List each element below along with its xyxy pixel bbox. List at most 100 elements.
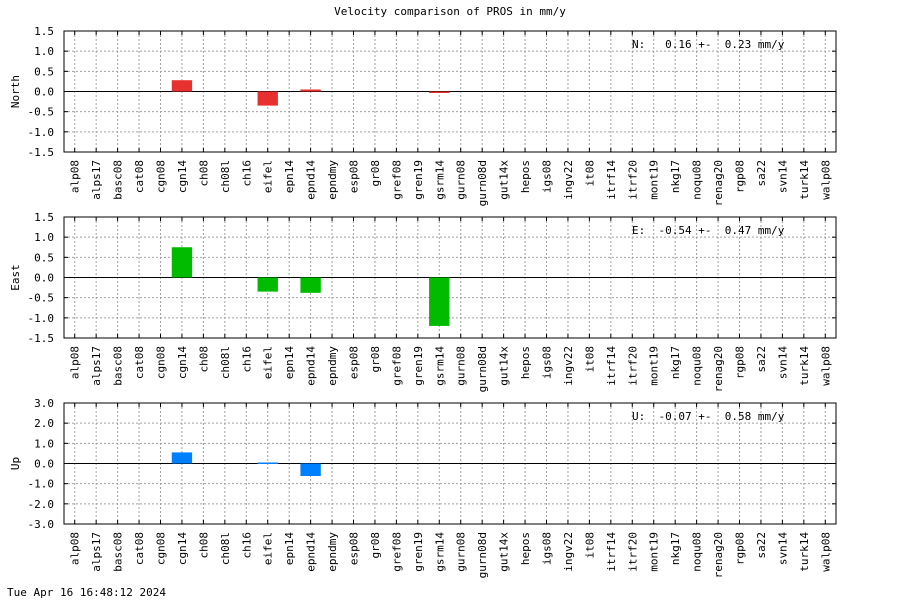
x-tick-label: igs08 [541, 532, 554, 565]
bar [171, 80, 193, 92]
x-tick-label: sa22 [755, 160, 768, 187]
x-tick-label: walp08 [819, 160, 832, 200]
y-tick-label: 0.0 [34, 458, 54, 471]
x-tick-label: gren19 [412, 532, 425, 572]
x-tick-label: esp08 [348, 346, 361, 379]
x-tick-label: ch08 [197, 346, 210, 373]
x-tick-label: ch08l [219, 346, 232, 379]
y-tick-label: 0.0 [34, 272, 54, 285]
x-tick-label: itrf14 [605, 346, 618, 386]
x-tick-label: noqu08 [691, 532, 704, 572]
x-tick-label: esp08 [348, 532, 361, 565]
y-tick-label: -1.0 [28, 126, 55, 139]
x-tick-label: walp08 [819, 346, 832, 386]
stats-annotation: N: 0.16 +- 0.23 mm/y [632, 38, 785, 51]
x-tick-label: sa22 [755, 346, 768, 373]
x-tick-label: gurn08d [476, 346, 489, 392]
bar [429, 91, 450, 93]
x-tick-label: eifel [262, 346, 275, 379]
y-tick-label: -3.0 [28, 518, 55, 531]
x-tick-label: mont19 [648, 160, 661, 200]
x-tick-label: gren19 [412, 346, 425, 386]
x-tick-label: ingv22 [562, 160, 575, 200]
x-tick-label: rgp08 [734, 160, 747, 193]
x-tick-label: igs08 [541, 160, 554, 193]
x-tick-label: gref08 [390, 346, 403, 386]
y-tick-label: -1.0 [28, 312, 55, 325]
x-tick-label: epndmy [326, 160, 339, 200]
x-tick-label: hepos [519, 532, 532, 565]
x-tick-label: gut14x [498, 532, 511, 572]
x-tick-label: ch08 [197, 160, 210, 187]
x-tick-label: it08 [583, 160, 596, 187]
x-tick-label: renag20 [712, 532, 725, 578]
x-tick-label: nkg17 [669, 532, 682, 565]
x-tick-label: gr08 [369, 346, 382, 373]
bar [300, 463, 321, 477]
plot-frame [63, 30, 837, 153]
x-tick-label: rgp08 [734, 346, 747, 379]
x-tick-label: cat08 [133, 532, 146, 565]
x-tick-label: ch08l [219, 160, 232, 193]
x-tick-label: gurn08 [455, 346, 468, 386]
x-tick-label: cgn14 [176, 532, 189, 565]
x-tick-label: svn14 [776, 346, 789, 379]
x-tick-label: basc08 [112, 346, 125, 386]
x-tick-label: epnd14 [305, 532, 318, 572]
x-tick-label: turk14 [798, 160, 811, 200]
y-axis-label: North [9, 75, 22, 108]
x-tick-label: rgp08 [734, 532, 747, 565]
y-tick-label: 1.0 [34, 437, 54, 450]
x-tick-label: ch16 [240, 160, 253, 187]
x-tick-label: alps17 [90, 160, 103, 200]
x-tick-label: alps17 [90, 532, 103, 572]
x-tick-label: cgn14 [176, 160, 189, 193]
x-tick-label: hepos [519, 160, 532, 193]
x-tick-label: itrf14 [605, 160, 618, 200]
x-tick-label: cat08 [133, 346, 146, 379]
x-tick-label: ingv22 [562, 532, 575, 572]
x-tick-label: igs08 [541, 346, 554, 379]
x-tick-label: hepos [519, 346, 532, 379]
bar [300, 277, 321, 293]
x-tick-label: epndmy [326, 346, 339, 386]
bar [171, 247, 193, 278]
x-tick-label: gut14x [498, 346, 511, 386]
x-tick-label: ch16 [240, 346, 253, 373]
bar [300, 89, 321, 92]
x-tick-label: turk14 [798, 532, 811, 572]
y-axis-label: East [9, 264, 22, 291]
y-tick-label: -1.0 [28, 478, 55, 491]
y-tick-label: -2.0 [28, 498, 55, 511]
x-tick-label: cat08 [133, 160, 146, 193]
bar [429, 277, 450, 326]
x-tick-label: cgn14 [176, 346, 189, 379]
x-tick-label: mont19 [648, 532, 661, 572]
x-tick-label: esp08 [348, 160, 361, 193]
x-tick-label: svn14 [776, 160, 789, 193]
x-tick-label: gref08 [390, 160, 403, 200]
x-tick-label: walp08 [819, 532, 832, 572]
x-tick-label: gr08 [369, 532, 382, 559]
x-tick-label: gurn08d [476, 532, 489, 578]
bar [257, 91, 278, 106]
bar [257, 462, 278, 464]
y-tick-label: 0.5 [34, 251, 54, 264]
x-tick-label: gref08 [390, 532, 403, 572]
stats-annotation: U: -0.07 +- 0.58 mm/y [632, 410, 785, 423]
y-tick-label: 1.0 [34, 45, 54, 58]
x-tick-label: svn14 [776, 532, 789, 565]
x-tick-label: cgn08 [155, 160, 168, 193]
x-tick-label: alp08 [69, 532, 82, 565]
x-tick-label: nkg17 [669, 160, 682, 193]
x-tick-label: gsrm14 [433, 160, 446, 200]
x-tick-label: alp08 [69, 160, 82, 193]
x-tick-label: epndmy [326, 532, 339, 572]
x-tick-label: itrf20 [626, 346, 639, 386]
y-tick-label: -0.5 [28, 292, 55, 305]
x-tick-label: sa22 [755, 532, 768, 559]
x-tick-label: epnd14 [305, 346, 318, 386]
y-tick-label: 2.0 [34, 417, 54, 430]
